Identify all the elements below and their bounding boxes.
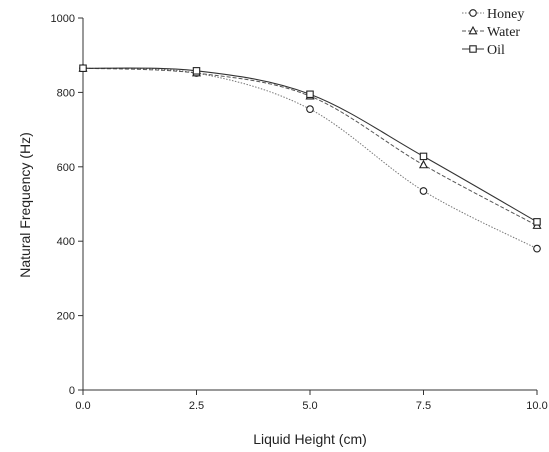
data-point-oil xyxy=(533,218,541,226)
legend-item-honey: Honey xyxy=(462,7,524,22)
x-tick-label: 2.5 xyxy=(189,400,204,412)
y-tick-label: 800 xyxy=(57,87,75,99)
series-line-honey xyxy=(82,67,538,250)
axes: 0.0 2.5 5.0 7.5 10.0 0 200 400 600 800 1000 xyxy=(51,13,548,412)
data-point-honey xyxy=(306,105,314,113)
legend: Honey Water Oil xyxy=(462,7,524,58)
y-tick-label: 600 xyxy=(57,162,75,174)
legend-marker-honey xyxy=(469,9,477,17)
legend-label-water: Water xyxy=(487,25,520,40)
data-point-oil xyxy=(192,67,201,75)
data-point-honey xyxy=(419,187,428,195)
data-point-honey xyxy=(533,244,541,253)
series-water xyxy=(78,63,542,229)
x-tick-label: 0.0 xyxy=(75,400,90,412)
legend-item-water: Water xyxy=(462,25,520,40)
data-point-oil xyxy=(419,152,428,161)
series-oil xyxy=(79,64,541,226)
y-tick-label: 1000 xyxy=(51,13,75,25)
series-layer xyxy=(78,63,542,253)
data-point-oil xyxy=(79,64,87,72)
legend-label-honey: Honey xyxy=(487,7,524,22)
legend-marker-water xyxy=(468,25,478,35)
y-axis-title: Natural Frequency (Hz) xyxy=(17,132,33,278)
y-tick-label: 0 xyxy=(69,385,75,397)
data-point-water xyxy=(418,159,429,169)
legend-label-oil: Oil xyxy=(487,43,505,58)
x-tick-label: 10.0 xyxy=(526,400,547,412)
x-tick-label: 7.5 xyxy=(416,400,431,412)
x-axis-title: Liquid Height (cm) xyxy=(253,431,367,447)
x-tick-label: 5.0 xyxy=(302,400,317,412)
data-point-oil xyxy=(306,90,314,99)
y-tick-label: 200 xyxy=(57,311,75,323)
legend-item-oil: Oil xyxy=(462,43,505,58)
y-tick-label: 400 xyxy=(57,236,75,248)
legend-marker-oil xyxy=(469,45,477,53)
